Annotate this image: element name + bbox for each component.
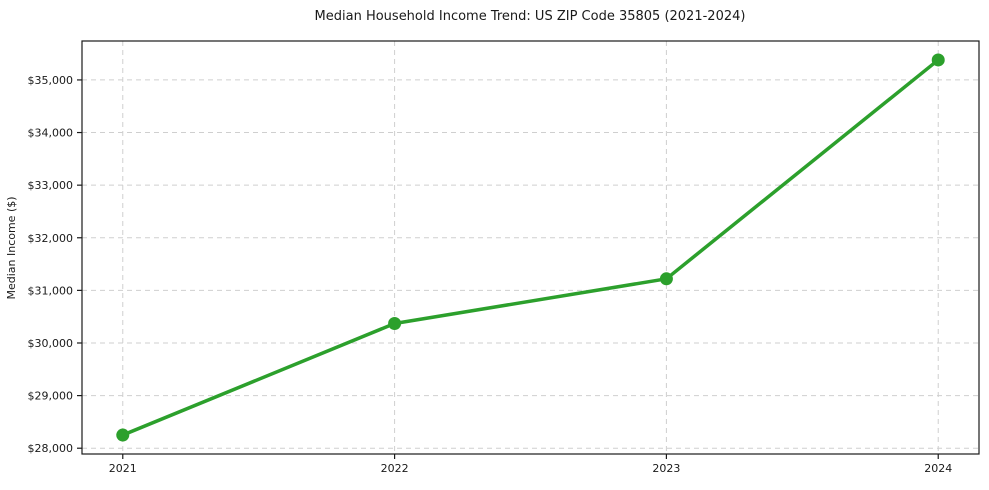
plot-border: [81, 40, 980, 455]
y-tick-label: $34,000: [28, 127, 74, 140]
y-tick-label: $29,000: [28, 390, 74, 403]
trend-line: [121, 58, 940, 437]
x-tick-label: 2021: [109, 462, 137, 475]
data-point: [388, 317, 402, 331]
x-tick-label: 2023: [652, 462, 680, 475]
y-tick-label: $30,000: [28, 337, 74, 350]
y-tick-label: $35,000: [28, 74, 74, 87]
x-tick-label: 2022: [381, 462, 409, 475]
y-tick-label: $28,000: [28, 442, 74, 455]
data-point: [931, 53, 945, 67]
y-axis-label: Median Income ($): [5, 196, 18, 299]
y-tick-label: $33,000: [28, 179, 74, 192]
y-tick-label: $31,000: [28, 284, 74, 297]
chart-title: Median Household Income Trend: US ZIP Co…: [315, 9, 746, 24]
x-tick-label: 2024: [924, 462, 952, 475]
y-tick-label: $32,000: [28, 232, 74, 245]
data-point: [116, 428, 130, 442]
data-point: [659, 272, 673, 286]
